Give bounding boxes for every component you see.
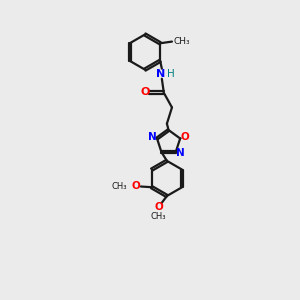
- Text: H: H: [167, 69, 175, 79]
- Text: CH₃: CH₃: [174, 37, 190, 46]
- Text: N: N: [176, 148, 185, 158]
- Text: CH₃: CH₃: [151, 212, 166, 221]
- Text: N: N: [148, 132, 157, 142]
- Text: CH₃: CH₃: [112, 182, 128, 191]
- Text: O: O: [141, 87, 150, 97]
- Text: O: O: [154, 202, 163, 212]
- Text: O: O: [132, 181, 140, 191]
- Text: N: N: [156, 69, 165, 79]
- Text: O: O: [181, 132, 189, 142]
